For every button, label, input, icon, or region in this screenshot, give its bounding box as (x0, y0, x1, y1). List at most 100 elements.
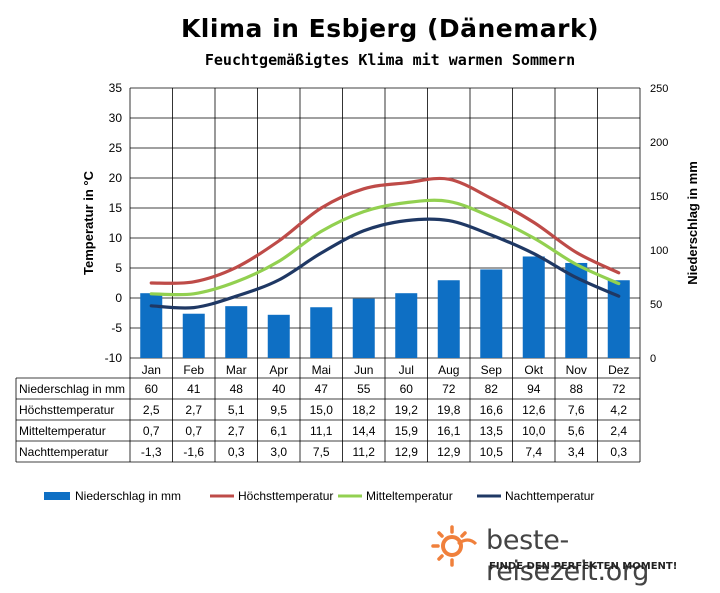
table-cell: 5,6 (568, 424, 585, 438)
precip-bar (267, 314, 290, 358)
table-cell: 2,7 (185, 403, 202, 417)
night-temp-line (149, 217, 621, 310)
table-cell: 47 (315, 382, 329, 396)
legend-label: Niederschlag in mm (75, 489, 181, 503)
y-left-tick-label: 15 (109, 201, 123, 215)
chart-title: Klima in Esbjerg (Dänemark) (180, 14, 600, 43)
table-cell: 7,6 (568, 403, 585, 417)
y-right-tick-label: 50 (650, 299, 662, 311)
table-cell: 0,7 (185, 424, 202, 438)
legend-label: Höchsttemperatur (238, 489, 333, 503)
table-cell: 41 (187, 382, 201, 396)
table-cell: 82 (485, 382, 499, 396)
precip-bar (140, 293, 163, 358)
y-right-tick-label: 150 (650, 191, 668, 203)
x-tick-label: Dez (608, 363, 629, 377)
x-tick-label: Nov (566, 363, 587, 377)
y-left-axis-title: Temperatur in °C (81, 170, 96, 275)
precip-bar (607, 280, 630, 358)
x-tick-label: Sep (481, 363, 503, 377)
y-right-tick-label: 200 (650, 137, 668, 149)
precip-bar (522, 256, 545, 358)
table-cell: 15,0 (310, 403, 334, 417)
y-left-tick-label: 10 (109, 231, 123, 245)
precip-bar (437, 280, 460, 358)
table-cell: 0,3 (610, 445, 627, 459)
x-tick-label: Jan (142, 363, 161, 377)
table-row-label: Höchsttemperatur (19, 403, 114, 417)
precip-bar (225, 306, 248, 358)
table-cell: 5,1 (228, 403, 245, 417)
x-tick-label: Okt (524, 363, 543, 377)
table-cell: 12,9 (437, 445, 461, 459)
table-row-label: Niederschlag in mm (19, 382, 125, 396)
y-right-axis-title: Niederschlag in mm (685, 161, 700, 285)
y-left-tick-label: 0 (115, 291, 122, 305)
x-tick-label: Mar (226, 363, 247, 377)
table-cell: 10,0 (522, 424, 546, 438)
brand-tagline: FINDE DEN PERFEKTEN MOMENT! (489, 561, 678, 572)
table-cell: 40 (272, 382, 286, 396)
table-cell: 10,5 (480, 445, 504, 459)
x-tick-label: Jun (354, 363, 373, 377)
x-tick-label: Apr (269, 363, 288, 377)
table-cell: 12,6 (522, 403, 546, 417)
y-left-tick-label: 35 (109, 81, 123, 95)
table-cell: 0,3 (228, 445, 245, 459)
legend-label: Mitteltemperatur (366, 489, 453, 503)
table-cell: 48 (230, 382, 244, 396)
y-left-tick-label: 5 (115, 261, 122, 275)
table-cell: 94 (527, 382, 541, 396)
table-cell: 60 (145, 382, 159, 396)
x-tick-label: Aug (438, 363, 459, 377)
x-tick-label: Mai (312, 363, 331, 377)
table-cell: 60 (400, 382, 414, 396)
table-cell: 2,4 (610, 424, 627, 438)
precip-bar (310, 307, 333, 358)
table-cell: 3,4 (568, 445, 585, 459)
table-cell: 3,0 (270, 445, 287, 459)
table-cell: 55 (357, 382, 371, 396)
x-tick-label: Jul (399, 363, 414, 377)
y-left-tick-label: 20 (109, 171, 123, 185)
table-cell: 4,2 (610, 403, 627, 417)
x-tick-label: Feb (183, 363, 204, 377)
precip-bar (480, 269, 503, 358)
table-cell: 6,1 (270, 424, 287, 438)
table-cell: 2,7 (228, 424, 245, 438)
table-cell: 72 (442, 382, 456, 396)
table-cell: 12,9 (395, 445, 419, 459)
table-cell: 7,5 (313, 445, 330, 459)
table-row-label: Mitteltemperatur (19, 424, 106, 438)
brand-name: beste-reisezeit.org (486, 525, 650, 587)
y-right-tick-label: 100 (650, 245, 668, 257)
table-cell: 16,1 (437, 424, 461, 438)
table-cell: 72 (612, 382, 626, 396)
table-cell: 19,2 (395, 403, 419, 417)
legend-swatch-bar (44, 492, 70, 500)
table-cell: -1,6 (183, 445, 204, 459)
y-right-tick-label: 0 (650, 353, 656, 365)
precip-bar (395, 293, 418, 358)
precip-bar (182, 313, 205, 358)
table-cell: -1,3 (141, 445, 162, 459)
table-cell: 15,9 (395, 424, 419, 438)
table-cell: 19,8 (437, 403, 461, 417)
precip-bar (565, 262, 588, 358)
table-cell: 0,7 (143, 424, 160, 438)
table-cell: 13,5 (480, 424, 504, 438)
y-left-tick-label: -10 (105, 351, 123, 365)
table-cell: 7,4 (525, 445, 542, 459)
y-left-tick-label: 30 (109, 111, 123, 125)
precip-bar (352, 298, 375, 358)
table-cell: 11,1 (310, 424, 333, 438)
table-cell: 18,2 (352, 403, 376, 417)
table-cell: 11,2 (353, 445, 376, 459)
mean-temp-line (149, 198, 621, 297)
y-left-tick-label: -5 (111, 321, 122, 335)
table-row-label: Nachttemperatur (19, 445, 108, 459)
table-cell: 14,4 (352, 424, 376, 438)
table-cell: 88 (570, 382, 584, 396)
